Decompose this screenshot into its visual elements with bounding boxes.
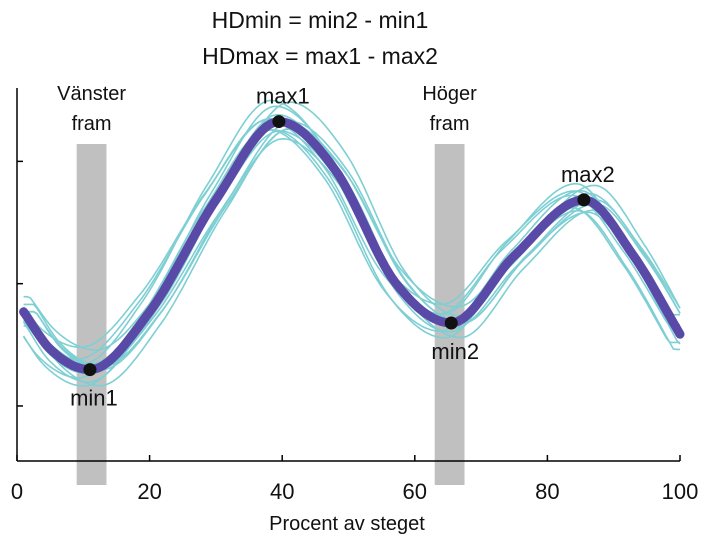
- key-point-max2: [577, 193, 591, 207]
- trial-curve: [22, 117, 680, 349]
- key-point-min2: [444, 316, 458, 330]
- key-points: max1 min1 min2 max2: [70, 84, 615, 411]
- mean-curve: [19, 117, 685, 375]
- stance-band-label: Höger: [422, 83, 477, 105]
- chart-title-line-1: HDmin = min2 - min1: [212, 7, 429, 33]
- trial-curve: [22, 105, 681, 375]
- stance-band-label: fram: [72, 113, 112, 135]
- stance-band-label: Vänster: [57, 83, 126, 105]
- trial-curve: [22, 119, 680, 360]
- trial-curve: [23, 120, 681, 371]
- x-tick-label: 20: [137, 479, 161, 504]
- key-point-min1: [83, 363, 97, 377]
- x-tick-label: 60: [403, 479, 427, 504]
- chart-title-line-2: HDmax = max1 - max2: [202, 43, 438, 69]
- key-point-label: min1: [70, 386, 118, 411]
- x-tick-label: 0: [11, 479, 23, 504]
- stance-band-label: fram: [430, 113, 470, 135]
- x-tick-label: 40: [270, 479, 294, 504]
- x-tick-label: 80: [535, 479, 559, 504]
- x-tick-label: 100: [662, 479, 699, 504]
- key-point-label: min2: [431, 339, 479, 364]
- trial-curve: [23, 101, 681, 367]
- key-point-label: max1: [256, 84, 310, 109]
- stance-band: [76, 144, 107, 485]
- x-axis-label: Procent av steget: [269, 513, 425, 535]
- trial-curve: [23, 127, 681, 368]
- key-point-label: max2: [561, 162, 615, 187]
- key-point-max1: [272, 115, 286, 129]
- x-ticks: 0 20 40 60 80 100: [11, 455, 698, 504]
- y-ticks: [17, 160, 23, 407]
- stance-bands: Vänster fram Höger fram: [57, 83, 477, 485]
